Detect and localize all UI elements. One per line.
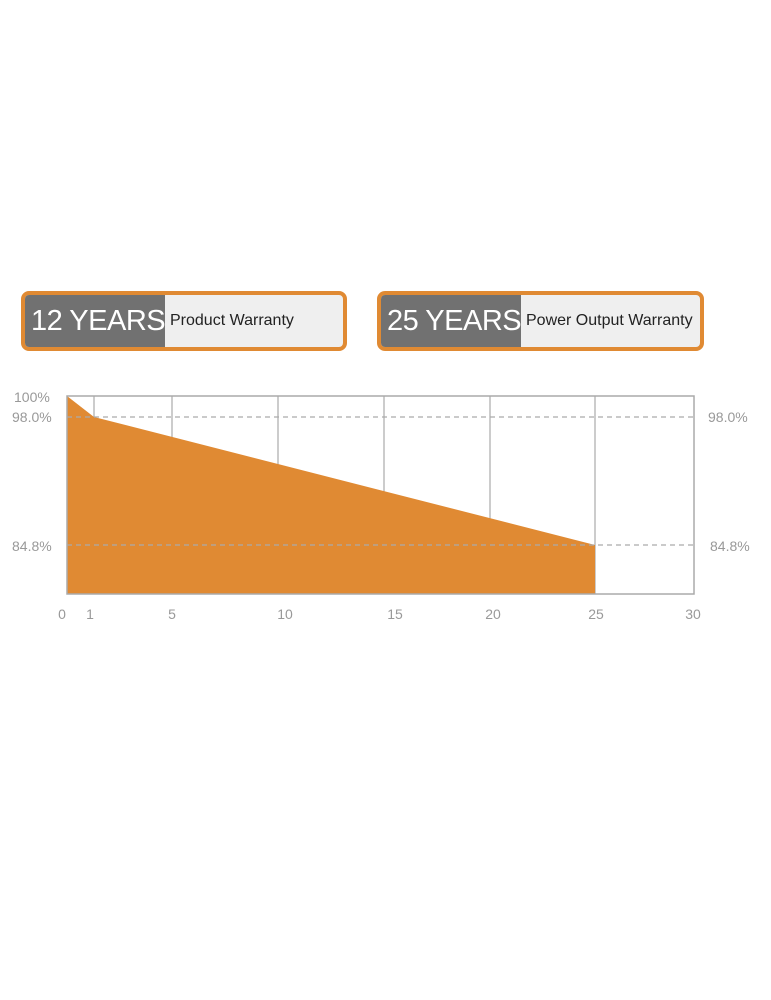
product-warranty-badge: 12 YEARS Product Warranty (21, 291, 347, 351)
y-tick-84-left: 84.8% (12, 538, 52, 554)
badge-years: 25 YEARS (381, 295, 522, 347)
y-tick-98-right: 98.0% (708, 409, 748, 425)
badge-years: 12 YEARS (25, 295, 166, 347)
x-tick-10: 10 (277, 606, 293, 622)
plot-frame (66, 395, 695, 595)
x-tick-25: 25 (588, 606, 604, 622)
power-output-warranty-badge: 25 YEARS Power Output Warranty (377, 291, 704, 351)
badge-label: Product Warranty (170, 312, 294, 329)
badge-label: Power Output Warranty (526, 312, 693, 329)
degradation-area (67, 396, 595, 594)
x-tick-15: 15 (387, 606, 403, 622)
x-tick-0: 0 (58, 606, 66, 622)
x-tick-5: 5 (168, 606, 176, 622)
x-tick-20: 20 (485, 606, 501, 622)
y-tick-100: 100% (14, 389, 50, 405)
y-tick-98-left: 98.0% (12, 409, 52, 425)
x-tick-30: 30 (685, 606, 701, 622)
x-tick-1: 1 (86, 606, 94, 622)
y-tick-84-right: 84.8% (710, 538, 750, 554)
